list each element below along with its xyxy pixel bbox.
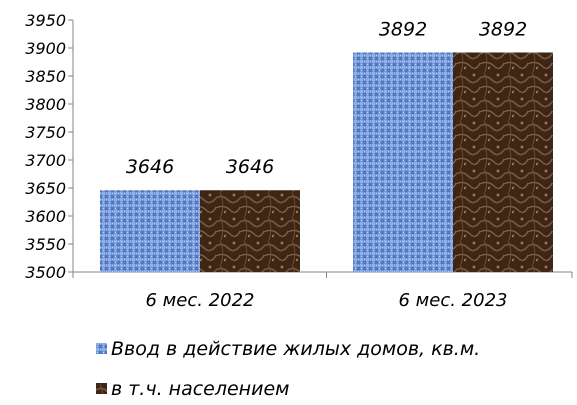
legend-label-population: в т.ч. населением bbox=[111, 378, 289, 400]
data-label: 3646 bbox=[226, 156, 274, 178]
y-tick-label: 3600 bbox=[25, 207, 66, 226]
y-tick-label: 3900 bbox=[25, 39, 66, 58]
y-tick-label: 3850 bbox=[25, 67, 66, 86]
legend-swatch-population bbox=[96, 383, 107, 394]
legend-swatch-housing bbox=[96, 343, 107, 354]
y-tick-label: 3650 bbox=[25, 179, 66, 198]
data-label: 3892 bbox=[479, 18, 527, 40]
bar-population-2 bbox=[453, 52, 553, 273]
y-tick-label: 3950 bbox=[25, 11, 66, 30]
bar-population-1 bbox=[200, 190, 300, 272]
y-tick-label: 3750 bbox=[25, 123, 66, 142]
y-tick-label: 3800 bbox=[25, 95, 66, 114]
y-tick-label: 3500 bbox=[25, 263, 66, 282]
x-category-label: 6 мес. 2023 bbox=[399, 290, 508, 311]
x-category-label: 6 мес. 2022 bbox=[146, 290, 255, 311]
bar-housing-2 bbox=[353, 52, 453, 273]
data-label: 3646 bbox=[126, 156, 174, 178]
bar-housing-1 bbox=[100, 190, 200, 272]
y-tick-label: 3550 bbox=[25, 235, 66, 254]
legend-label-housing: Ввод в действие жилых домов, кв.м. bbox=[111, 338, 480, 360]
data-label: 3892 bbox=[379, 18, 427, 40]
y-tick-label: 3700 bbox=[25, 151, 66, 170]
